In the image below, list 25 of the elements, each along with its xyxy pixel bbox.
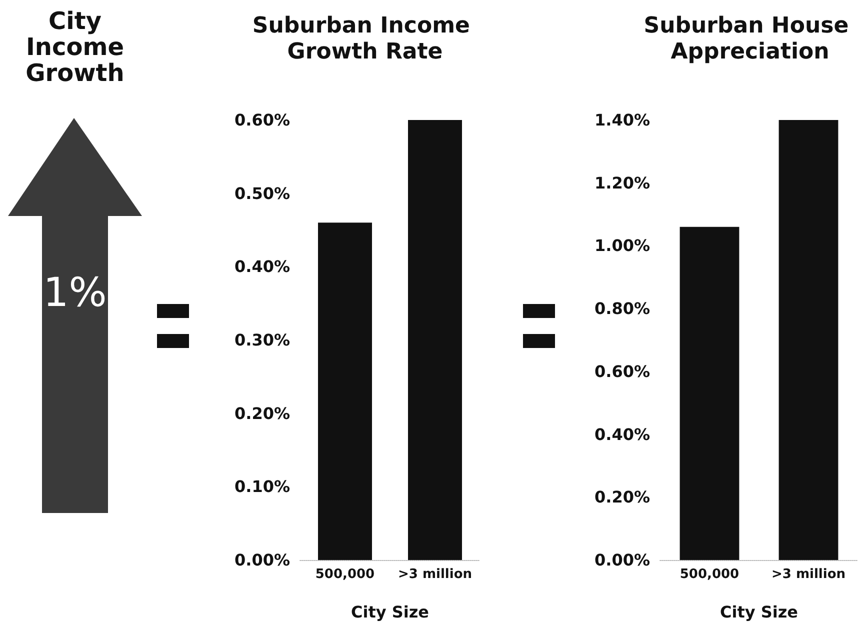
chart-title: Suburban House Appreciation bbox=[644, 14, 856, 64]
x-tick-label: 500,000 bbox=[315, 567, 375, 582]
x-tick-label: >3 million bbox=[771, 567, 846, 582]
text: City Income Growth bbox=[24, 7, 126, 87]
x-tick-label: 500,000 bbox=[680, 567, 740, 582]
chart-title: Suburban Income Growth Rate bbox=[252, 14, 478, 64]
y-tick-label: 0.60% bbox=[234, 110, 290, 130]
y-tick-label: 0.00% bbox=[594, 550, 650, 570]
y-tick-label: 0.30% bbox=[234, 330, 290, 350]
y-tick-label: 0.20% bbox=[594, 488, 650, 507]
y-tick-label: 0.10% bbox=[234, 477, 290, 496]
x-axis-title: City Size bbox=[720, 602, 798, 622]
y-tick-label: 0.80% bbox=[594, 299, 650, 318]
y-tick-label: 1.40% bbox=[594, 110, 650, 130]
y-tick-label: 0.60% bbox=[594, 362, 650, 381]
x-axis-title: City Size bbox=[350, 602, 430, 622]
x-tick-label: >3 million bbox=[398, 567, 472, 582]
y-tick-label: 0.40% bbox=[234, 257, 290, 276]
y-tick-label: 0.00% bbox=[234, 550, 290, 570]
text: 1% bbox=[42, 270, 108, 316]
y-tick-label: 1.20% bbox=[594, 173, 650, 192]
y-tick-label: 1.00% bbox=[594, 236, 650, 256]
y-tick-label: 0.20% bbox=[234, 404, 290, 423]
y-tick-label: 0.40% bbox=[594, 424, 650, 444]
y-tick-label: 0.50% bbox=[234, 184, 290, 203]
